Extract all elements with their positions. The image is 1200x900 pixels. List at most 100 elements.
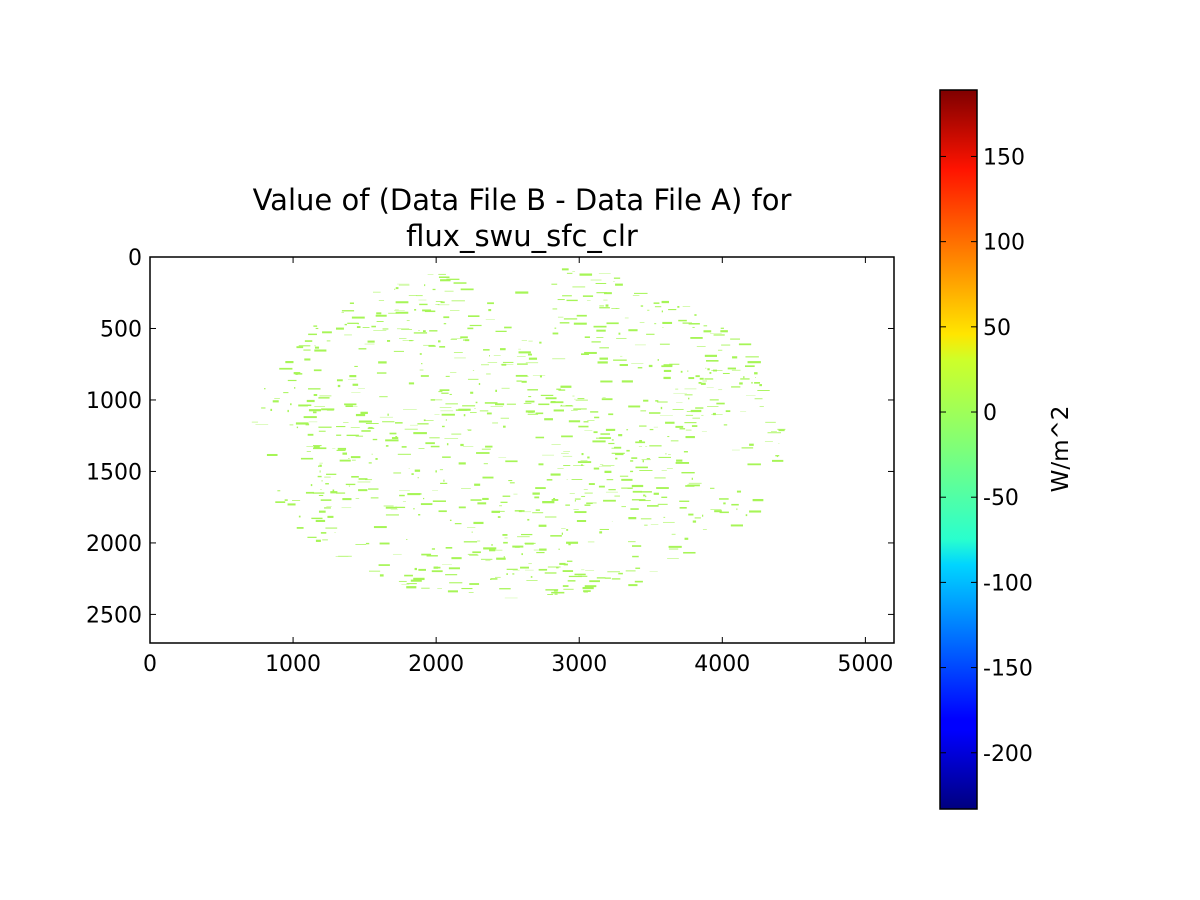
heatmap-cell [504,537,508,539]
heatmap-cell [407,493,421,496]
heatmap-cell [562,570,574,572]
heatmap-cell [772,459,784,462]
y-tick-label: 500 [100,317,142,342]
heatmap-cell [337,384,341,388]
heatmap-cell [378,300,385,301]
heatmap-cell [275,501,286,503]
heatmap-cell [695,375,700,378]
heatmap-cell [679,428,686,430]
heatmap-cell [477,540,481,542]
heatmap-cell [485,445,493,448]
heatmap-cell [547,566,561,568]
heatmap-cell [458,462,466,465]
heatmap-cell [704,378,714,380]
heatmap-cell [354,365,358,367]
heatmap-cell [557,316,564,318]
heatmap-cell [538,524,547,527]
heatmap-cell [694,517,701,519]
heatmap-cell [584,336,590,339]
heatmap-cell [300,457,314,460]
heatmap-cell [321,480,323,482]
heatmap-cell [298,515,301,518]
heatmap-cell [524,542,534,545]
heatmap-cell [678,319,687,322]
heatmap-cell [478,382,481,386]
heatmap-cell [421,553,432,556]
heatmap-cell [723,424,728,426]
heatmap-cell [667,436,670,438]
heatmap-cell [320,489,322,491]
heatmap-cell [662,521,675,523]
heatmap-cell [382,421,395,423]
y-tick-label: 2500 [86,603,142,628]
heatmap-cell [368,488,379,490]
x-tick-label: 2000 [408,652,464,677]
heatmap-cell [630,508,639,510]
heatmap-cell [475,401,478,404]
heatmap-cell [709,372,712,374]
heatmap-cell [635,441,646,444]
heatmap-cell [599,357,608,360]
heatmap-cell [683,551,696,554]
heatmap-cell [419,493,422,495]
heatmap-cell [574,500,576,502]
heatmap-cell [360,411,368,415]
heatmap-cell [318,426,332,428]
heatmap-cell [315,539,321,542]
heatmap-cell [749,510,762,513]
x-tick-label: 5000 [837,652,893,677]
heatmap-cell [330,491,338,494]
heatmap-cell [581,453,584,456]
heatmap-cell [557,299,565,301]
heatmap-cell [470,499,482,501]
heatmap-cell [471,531,473,533]
heatmap-cell [514,510,525,512]
heatmap-cell [433,566,439,569]
heatmap-cell [545,397,557,400]
heatmap-cell [445,574,458,576]
heatmap-cell [591,341,601,343]
heatmap-cell [747,361,761,364]
heatmap-cell [414,309,417,311]
heatmap-cell [698,381,702,384]
heatmap-cell [372,438,378,441]
heatmap-cell [264,388,266,390]
heatmap-cell [759,384,762,387]
heatmap-cell [528,357,538,360]
heatmap-cell [568,575,583,578]
heatmap-cell [460,443,464,447]
heatmap-cell [676,459,683,462]
heatmap-cell [308,388,321,390]
heatmap-cell [394,309,399,311]
heatmap-cell [319,470,321,473]
heatmap-cell [313,325,318,327]
heatmap-cell [647,309,650,311]
heatmap-cell [266,453,278,456]
heatmap-cell [605,428,616,431]
heatmap-cell [645,495,647,498]
heatmap-cell [458,408,471,411]
heatmap-cell [385,514,399,516]
heatmap-cell [538,403,550,406]
heatmap-cell [583,489,588,490]
heatmap-cell [631,499,646,501]
heatmap-cell [414,567,417,571]
heatmap-cell [361,430,371,432]
heatmap-cell [595,282,607,284]
heatmap-cell [710,509,722,510]
heatmap-cell [593,325,607,328]
y-tick-label: 1000 [86,389,142,414]
heatmap-cell [559,322,570,324]
heatmap-cell [532,492,540,495]
heatmap-cell [503,425,506,428]
heatmap-cell [686,411,691,412]
heatmap-cell [681,471,695,474]
heatmap-cell [294,387,296,389]
heatmap-cell [371,453,373,455]
heatmap-cell [644,524,648,526]
heatmap-cell [319,395,332,397]
heatmap-cell [515,291,529,294]
heatmap-cell [318,494,324,497]
heatmap-cell [731,386,741,388]
